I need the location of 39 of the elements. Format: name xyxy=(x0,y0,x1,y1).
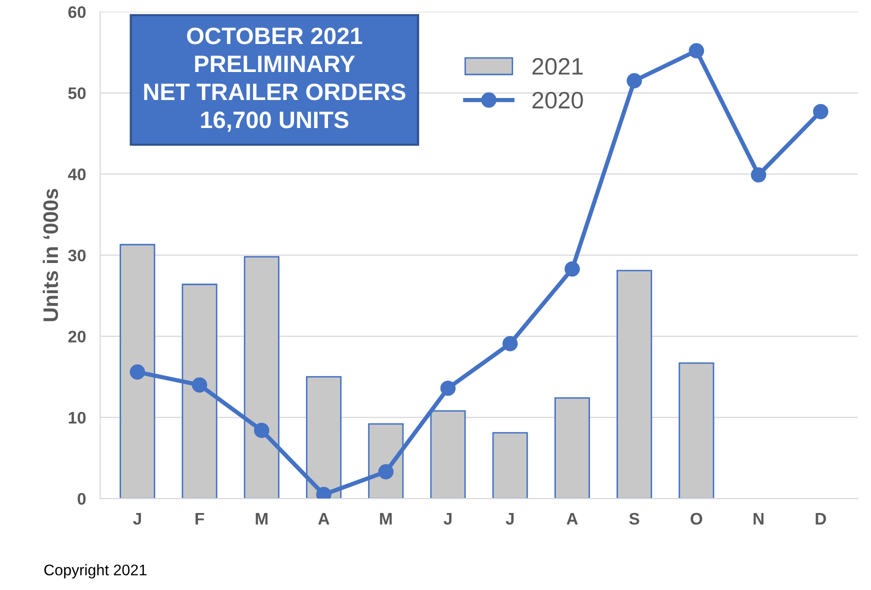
point xyxy=(564,261,580,277)
bar xyxy=(554,397,590,499)
x-tick-label: F xyxy=(196,513,204,525)
point xyxy=(626,73,642,88)
y-tick-label: 10 xyxy=(68,412,86,424)
point xyxy=(192,377,208,393)
y-tick-label: 30 xyxy=(68,250,86,262)
point xyxy=(502,336,518,352)
bar xyxy=(492,432,528,499)
bar xyxy=(616,270,652,499)
point xyxy=(688,43,704,58)
y-tick-label: 20 xyxy=(68,330,86,343)
x-tick-label: O xyxy=(690,512,702,525)
x-tick-label: N xyxy=(754,513,764,525)
point xyxy=(378,464,394,480)
point xyxy=(813,104,828,120)
point xyxy=(440,380,456,396)
legend-label: 2020 xyxy=(532,92,583,109)
x-tick-label: A xyxy=(566,513,578,525)
x-tick-label: S xyxy=(629,512,640,525)
text: Copyright 2021 xyxy=(44,564,146,578)
x-tick-label: J xyxy=(133,513,141,525)
x-tick-label: M xyxy=(256,513,268,525)
point xyxy=(750,167,766,182)
y-tick-label: 50 xyxy=(68,87,86,100)
x-tick-label: M xyxy=(380,513,392,525)
text: OCTOBER 2021 PRELIMINARY NET TRAILER ORDERS 16,700 UNITS xyxy=(144,28,406,132)
y-axis-title: Units in ‘000s xyxy=(42,188,58,322)
point xyxy=(254,422,270,438)
y-tick-label: 40 xyxy=(68,168,86,180)
x-tick-label: A xyxy=(318,513,330,525)
x-tick-label: J xyxy=(506,513,514,525)
x-tick-label: J xyxy=(444,513,452,525)
y-tick-label: 0 xyxy=(78,492,86,505)
x-tick-label: D xyxy=(816,513,826,525)
bar xyxy=(678,362,714,499)
y-tick-label: 60 xyxy=(68,6,86,18)
point xyxy=(130,364,146,380)
legend-label: 2021 xyxy=(532,58,583,75)
